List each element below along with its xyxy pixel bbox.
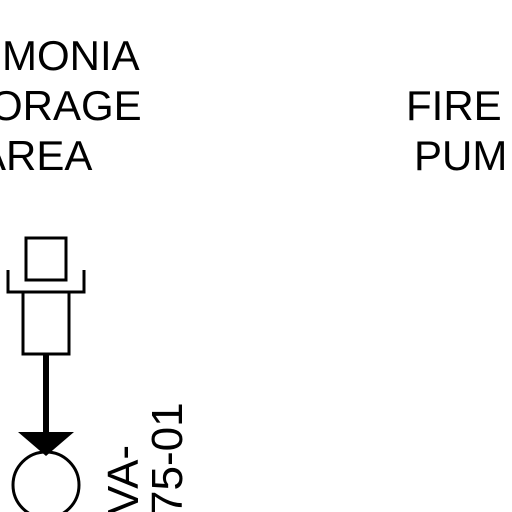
ammonia-storage-area-label-line-2: ORAGE: [0, 82, 142, 129]
valve-tag: VA- 75-01: [99, 402, 192, 512]
pump-circle-icon: [11, 450, 81, 512]
valve-tag-line-1: VA-: [99, 445, 148, 512]
valve-tag-line-2: 75-01: [143, 402, 192, 512]
ammonia-storage-area-label-line-1: MONIA: [2, 32, 140, 79]
flow-arrow-down-icon: [18, 432, 74, 456]
fire-pump-label-line-2: PUM: [414, 132, 508, 179]
ammonia-storage-area-label-line-3: AREA: [0, 132, 93, 179]
fire-pump-label-line-1: FIRE: [406, 82, 502, 129]
instrument-symbol-icon: [6, 236, 86, 356]
